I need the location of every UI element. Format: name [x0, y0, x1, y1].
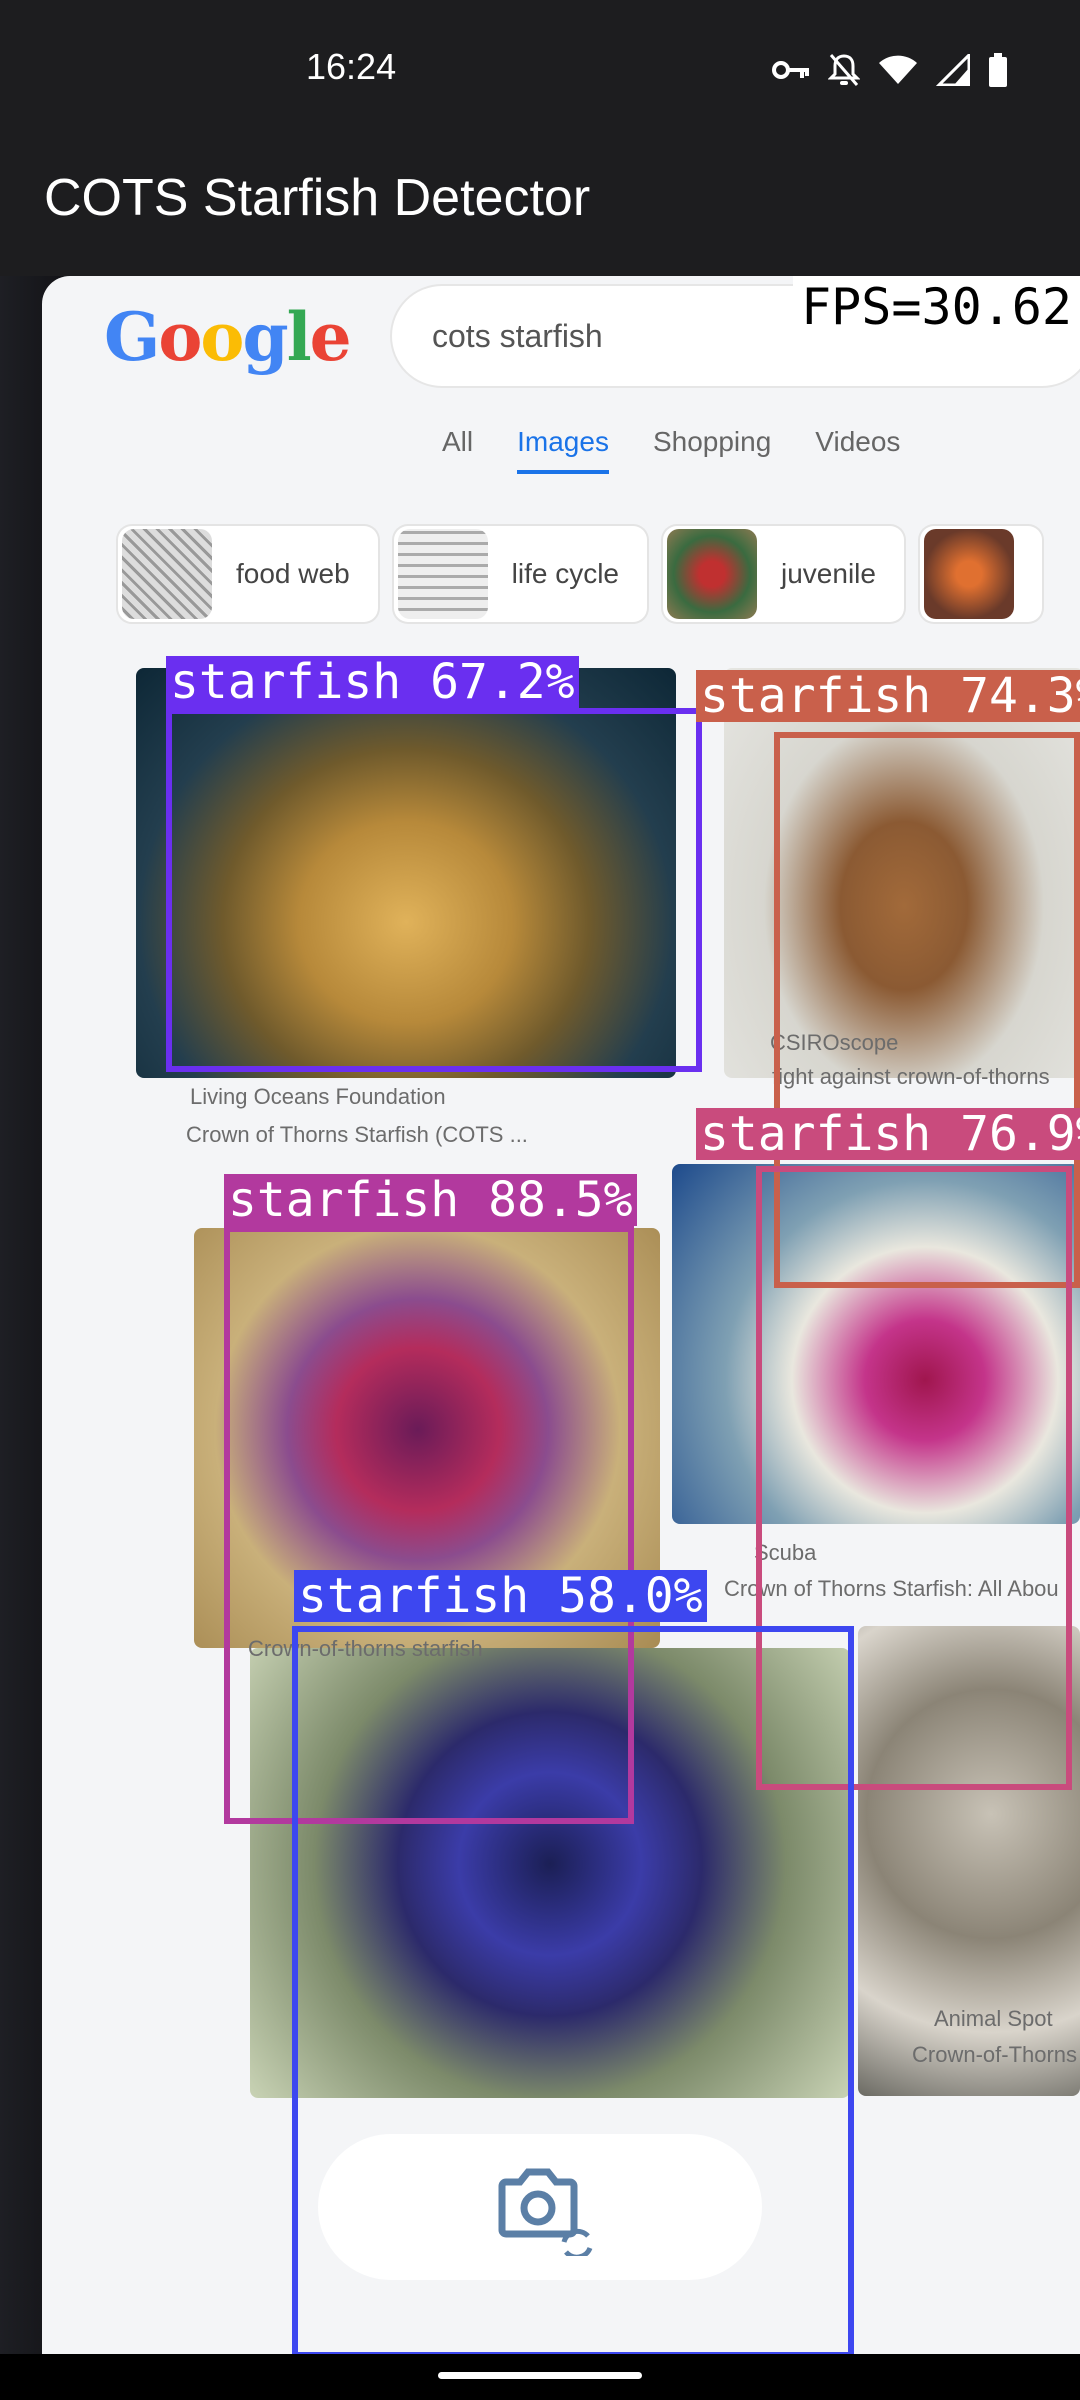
caption: Crown of Thorns Starfish (COTS ... [186, 1122, 528, 1147]
detection-label: starfish 74.3% [696, 670, 1080, 722]
camera-preview: Google cots starfish All Images Shopping… [0, 276, 1080, 2354]
app-title: COTS Starfish Detector [44, 169, 591, 227]
vpn-key-icon [772, 61, 809, 79]
caption: Crown-of-thorns starfish [248, 1636, 483, 1661]
detection-label: starfish 76.9% [696, 1108, 1080, 1160]
detection-box [292, 1626, 854, 2354]
caption: Animal Spot [934, 2006, 1053, 2031]
chip-more [919, 526, 1042, 622]
status-bar: 16:24 [0, 0, 1080, 140]
camera-switch-icon [498, 2168, 593, 2256]
tab-shopping: Shopping [652, 426, 772, 457]
detection-label: starfish 58.0% [294, 1570, 707, 1622]
caption: CSIROscope [770, 1030, 899, 1055]
battery-icon [989, 53, 1007, 87]
caption: Crown-of-Thorns [912, 2042, 1078, 2067]
caption: Living Oceans Foundation [190, 1084, 446, 1109]
app-bar: COTS Starfish Detector [0, 140, 1080, 276]
google-logo: Google [104, 298, 352, 376]
caption: fight against crown-of-thorns [772, 1064, 1050, 1089]
navigation-bar [0, 2354, 1080, 2400]
result-photo [672, 1164, 1080, 1524]
home-gesture-handle[interactable] [438, 2372, 642, 2379]
tab-videos: Videos [815, 426, 901, 457]
search-query: cots starfish [432, 318, 603, 354]
detection-box [224, 1226, 634, 1824]
caption: Crown of Thorns Starfish: All Abou [724, 1576, 1059, 1601]
notifications-off-icon [828, 54, 860, 86]
result-photo [136, 668, 676, 1078]
tab-images: Images [517, 426, 609, 474]
tab-all: All [442, 426, 474, 457]
search-chips: food web life cycle juvenile [118, 526, 1042, 622]
detection-label: starfish 67.2% [166, 656, 579, 708]
search-tabs: All Images Shopping Videos [442, 426, 900, 474]
detection-box [774, 732, 1080, 1288]
chip-life-cycle: life cycle [393, 526, 648, 622]
chip-food-web: food web [118, 526, 378, 622]
result-photo [858, 1626, 1080, 2096]
detection-box [756, 1166, 1072, 1790]
fps-counter: FPS=30.62 [793, 276, 1080, 338]
detection-label: starfish 88.5% [224, 1174, 637, 1226]
chip-juvenile: juvenile [663, 526, 904, 622]
caption: Scuba [754, 1540, 817, 1565]
status-icons [772, 52, 1008, 88]
detection-box [166, 708, 702, 1072]
result-photo [250, 1648, 850, 2098]
switch-camera-button[interactable] [318, 2134, 762, 2280]
cell-signal-icon [936, 54, 970, 86]
wifi-icon [879, 55, 917, 84]
status-clock: 16:24 [306, 46, 397, 87]
